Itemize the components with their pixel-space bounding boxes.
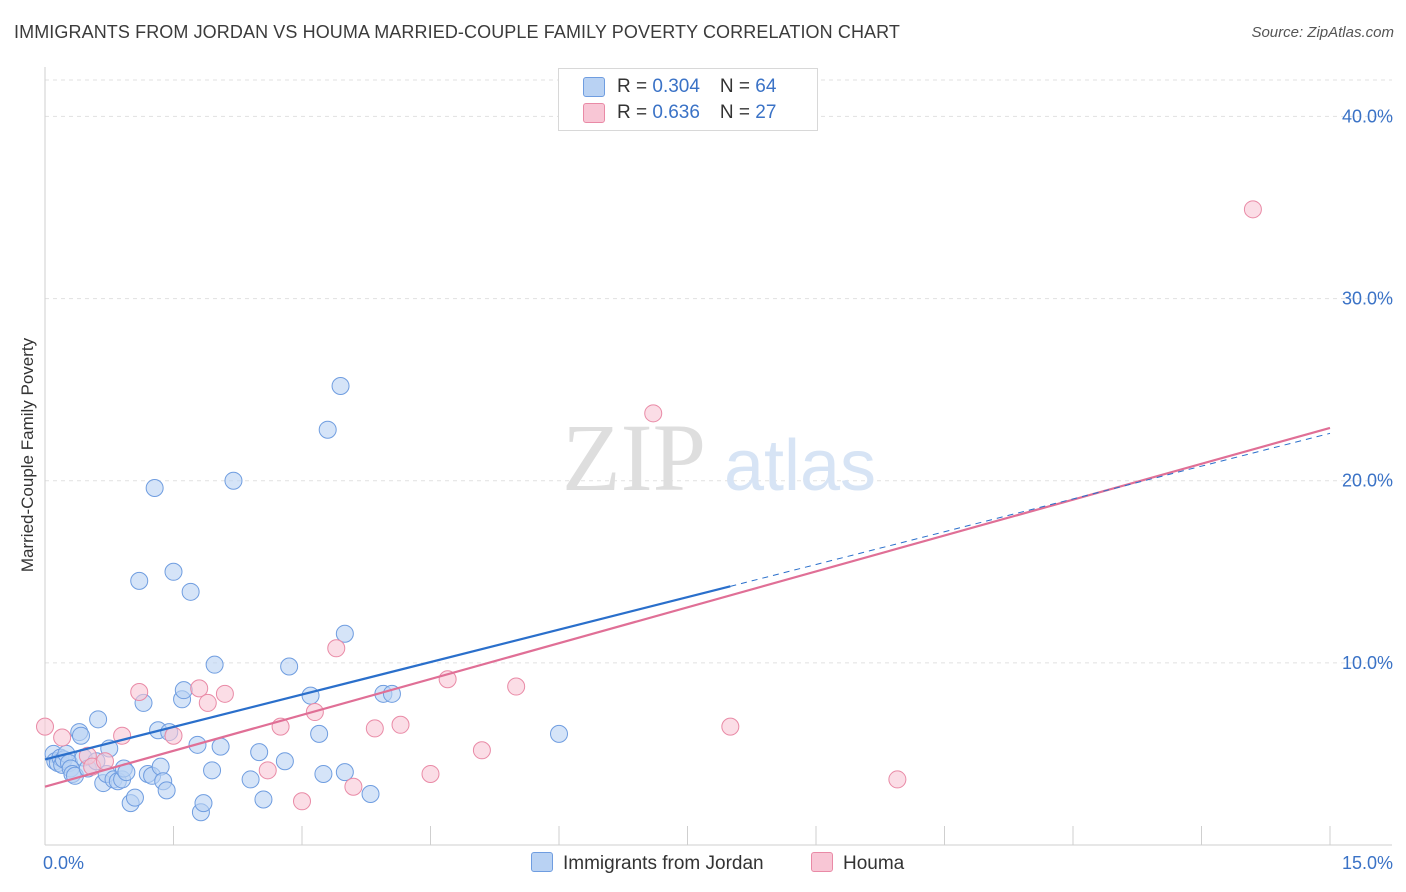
legend-n-label: N = bbox=[719, 76, 756, 97]
point-jordan bbox=[125, 788, 144, 807]
x-tick-label: 0.0% bbox=[43, 853, 84, 873]
legend-label-jordan: Immigrants from Jordan bbox=[563, 853, 764, 874]
correlation-legend: R = 0.304 N = 64 R = 0.636 N = 27 bbox=[558, 68, 818, 131]
legend-r-value-jordan: 0.304 bbox=[652, 76, 700, 97]
x-tick-label: 15.0% bbox=[1342, 853, 1393, 873]
point-houma bbox=[95, 752, 114, 771]
legend-swatch-jordan bbox=[583, 77, 605, 97]
legend-n-label: N = bbox=[719, 102, 756, 123]
point-jordan bbox=[241, 770, 260, 789]
point-houma bbox=[365, 719, 384, 738]
point-houma bbox=[190, 679, 209, 698]
point-jordan bbox=[145, 479, 164, 497]
y-tick-label: 20.0% bbox=[1342, 471, 1393, 491]
legend-n-value-houma: 27 bbox=[755, 102, 777, 123]
point-jordan bbox=[254, 790, 273, 809]
point-jordan bbox=[71, 726, 90, 745]
point-houma bbox=[130, 683, 149, 701]
legend-item-houma: Houma bbox=[811, 852, 904, 875]
tick-labels: 10.0% 20.0% 30.0% 40.0% 0.0% 15.0% bbox=[43, 106, 1393, 873]
point-jordan bbox=[314, 764, 333, 783]
point-jordan bbox=[203, 761, 222, 780]
point-houma bbox=[421, 764, 440, 783]
point-houma bbox=[721, 717, 740, 736]
legend-r-value-houma: 0.636 bbox=[652, 102, 700, 123]
point-jordan bbox=[130, 571, 149, 590]
point-jordan bbox=[275, 752, 294, 771]
point-jordan bbox=[331, 377, 350, 395]
point-houma bbox=[1243, 200, 1262, 219]
point-houma bbox=[258, 761, 277, 780]
legend-item-jordan: Immigrants from Jordan bbox=[531, 852, 764, 875]
point-jordan bbox=[89, 710, 108, 729]
watermark-zip: ZIP bbox=[562, 404, 706, 511]
point-houma bbox=[327, 639, 346, 658]
legend-swatch-jordan bbox=[531, 852, 553, 872]
point-jordan bbox=[361, 785, 380, 803]
watermark-atlas: atlas bbox=[724, 426, 876, 506]
watermark: ZIP atlas bbox=[562, 404, 876, 511]
legend-n-value-jordan: 64 bbox=[755, 76, 777, 97]
series-jordan-points bbox=[44, 377, 568, 822]
legend-swatch-houma bbox=[583, 103, 605, 123]
point-houma bbox=[293, 792, 311, 811]
point-jordan bbox=[164, 562, 183, 581]
point-jordan bbox=[194, 794, 213, 813]
point-jordan bbox=[310, 724, 329, 743]
point-jordan bbox=[224, 471, 243, 490]
point-houma bbox=[164, 726, 183, 745]
point-houma bbox=[53, 728, 72, 747]
point-houma bbox=[36, 717, 54, 736]
point-houma bbox=[888, 770, 907, 789]
source-label: Source: ZipAtlas.com bbox=[1251, 24, 1394, 41]
point-jordan bbox=[157, 781, 176, 800]
legend-swatch-houma bbox=[811, 852, 833, 872]
point-jordan bbox=[550, 724, 568, 743]
point-jordan bbox=[335, 763, 354, 782]
point-houma bbox=[507, 677, 526, 696]
point-jordan bbox=[181, 582, 200, 601]
point-jordan bbox=[318, 420, 337, 439]
series-houma-points bbox=[36, 200, 1262, 811]
axes bbox=[44, 67, 1392, 846]
point-houma bbox=[198, 693, 217, 712]
point-jordan bbox=[301, 686, 320, 705]
y-tick-label: 10.0% bbox=[1342, 653, 1393, 673]
point-houma bbox=[391, 715, 410, 734]
legend-r-label: R = bbox=[617, 76, 653, 97]
legend-r-label: R = bbox=[617, 102, 653, 123]
y-tick-label: 30.0% bbox=[1342, 289, 1393, 309]
point-jordan bbox=[280, 657, 299, 676]
point-houma bbox=[472, 741, 491, 760]
legend-label-houma: Houma bbox=[843, 853, 905, 874]
point-houma bbox=[344, 777, 363, 796]
trend-lines bbox=[44, 426, 1331, 788]
point-houma bbox=[644, 404, 663, 423]
point-jordan bbox=[205, 655, 224, 674]
y-tick-label: 40.0% bbox=[1342, 106, 1393, 126]
point-jordan bbox=[211, 737, 230, 756]
trend-line-jordan-extension bbox=[730, 432, 1331, 587]
trend-line-jordan bbox=[44, 585, 731, 761]
chart-title: IMMIGRANTS FROM JORDAN VS HOUMA MARRIED-… bbox=[14, 22, 901, 42]
gridlines bbox=[45, 79, 1392, 664]
point-jordan bbox=[174, 681, 193, 700]
point-jordan bbox=[335, 624, 354, 643]
point-jordan bbox=[250, 743, 269, 762]
point-houma bbox=[215, 684, 234, 703]
